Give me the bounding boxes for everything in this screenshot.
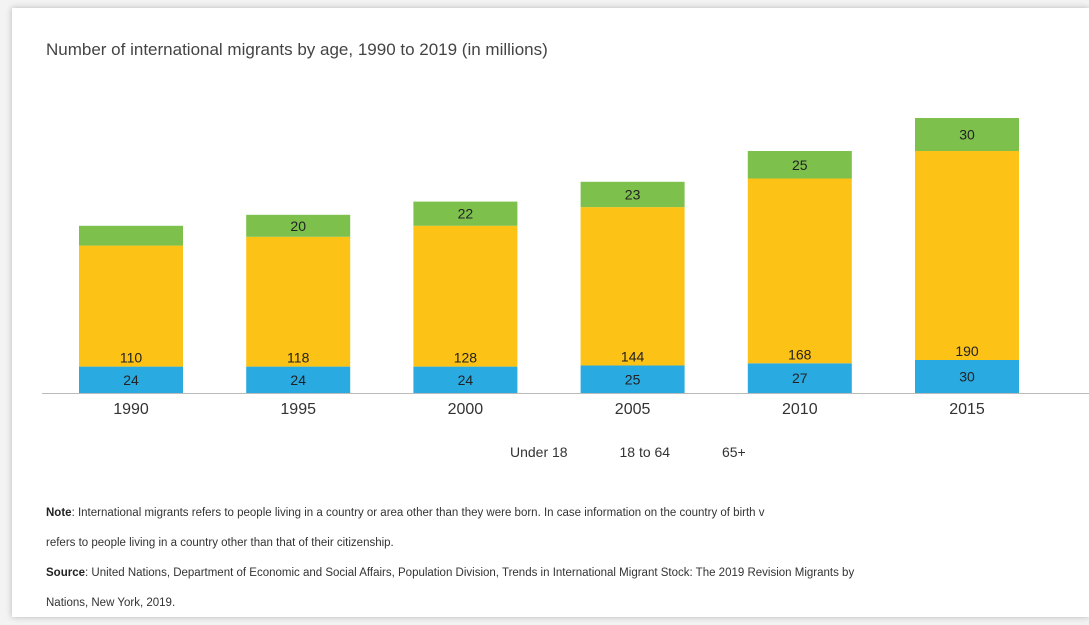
data-label-18-to-64-1990: 110 xyxy=(120,350,143,366)
x-tick-label-2015: 2015 xyxy=(949,401,985,418)
data-label-under-18-2000: 24 xyxy=(458,372,474,388)
bar-chart: 24 110 1990 24 118 20 1995 24 128 22 2000 25 144 23 20… xyxy=(42,118,1089,418)
source-line-1: Source: United Nations, Department of Ec… xyxy=(46,558,1089,588)
data-label-18-to-64-1995: 118 xyxy=(287,350,310,366)
bar-under-18-2005 xyxy=(580,365,685,393)
x-tick-label-2010: 2010 xyxy=(782,401,818,418)
data-label-65-plus-1995: 20 xyxy=(290,218,306,234)
bar-65-plus-1995 xyxy=(246,214,351,237)
bar-18-to-64-2005 xyxy=(580,207,685,366)
bar-65-plus-2015 xyxy=(915,118,1019,151)
bar-65-plus-2010 xyxy=(747,151,852,179)
note-label: Note xyxy=(46,507,72,519)
data-label-18-to-64-2000: 128 xyxy=(454,350,478,366)
data-label-under-18-1995: 24 xyxy=(290,372,306,388)
data-label-18-to-64-2005: 144 xyxy=(621,349,645,365)
source-line-2: Nations, New York, 2019. xyxy=(46,597,176,609)
bar-under-18-2000 xyxy=(413,366,518,393)
bar-65-plus-1990 xyxy=(79,225,183,246)
bar-under-18-2010 xyxy=(747,363,852,393)
note-line-2: refers to people living in a country oth… xyxy=(46,537,394,549)
legend-item-under-18: Under 18 xyxy=(510,444,568,460)
bar-18-to-64-1990 xyxy=(79,245,183,367)
x-tick-label-2000: 2000 xyxy=(448,401,484,418)
legend-item-18-to-64: 18 to 64 xyxy=(619,444,671,460)
x-tick-label-1990: 1990 xyxy=(113,401,149,418)
legend: Under 18 18 to 64 65+ xyxy=(510,444,794,460)
legend-item-65-plus: 65+ xyxy=(721,444,746,460)
bar-65-plus-2000 xyxy=(413,201,518,226)
note-line-1: Note: International migrants refers to p… xyxy=(46,498,1089,528)
data-label-65-plus-2005: 23 xyxy=(625,186,641,202)
bar-18-to-64-2015 xyxy=(915,151,1019,360)
chart-title: Number of international migrants by age,… xyxy=(46,40,548,59)
note-text-1: : International migrants refers to peopl… xyxy=(71,507,765,519)
data-label-65-plus-2000: 22 xyxy=(458,206,474,222)
data-label-under-18-2015: 30 xyxy=(959,369,975,385)
bar-18-to-64-1995 xyxy=(246,236,351,367)
data-label-65-plus-2010: 25 xyxy=(792,157,808,173)
x-tick-label-2005: 2005 xyxy=(615,401,651,418)
bar-under-18-1990 xyxy=(79,366,183,393)
source-text-1: : United Nations, Department of Economic… xyxy=(85,567,855,579)
data-label-18-to-64-2010: 168 xyxy=(788,346,812,362)
x-tick-label-1995: 1995 xyxy=(280,401,316,418)
data-label-18-to-64-2015: 190 xyxy=(955,343,979,359)
bar-under-18-1995 xyxy=(246,366,351,393)
data-label-under-18-1990: 24 xyxy=(123,372,139,388)
bar-65-plus-2005 xyxy=(580,181,685,208)
chart-card: Number of international migrants by age,… xyxy=(12,8,1089,617)
bar-18-to-64-2010 xyxy=(747,178,852,364)
data-label-under-18-2010: 27 xyxy=(792,370,808,386)
data-label-65-plus-2015: 30 xyxy=(959,127,975,143)
bar-18-to-64-2000 xyxy=(413,225,518,367)
bar-under-18-2015 xyxy=(915,360,1019,393)
footnotes: Note: International migrants refers to p… xyxy=(46,498,1089,617)
data-label-under-18-2005: 25 xyxy=(625,371,641,387)
source-label: Source xyxy=(46,567,85,579)
